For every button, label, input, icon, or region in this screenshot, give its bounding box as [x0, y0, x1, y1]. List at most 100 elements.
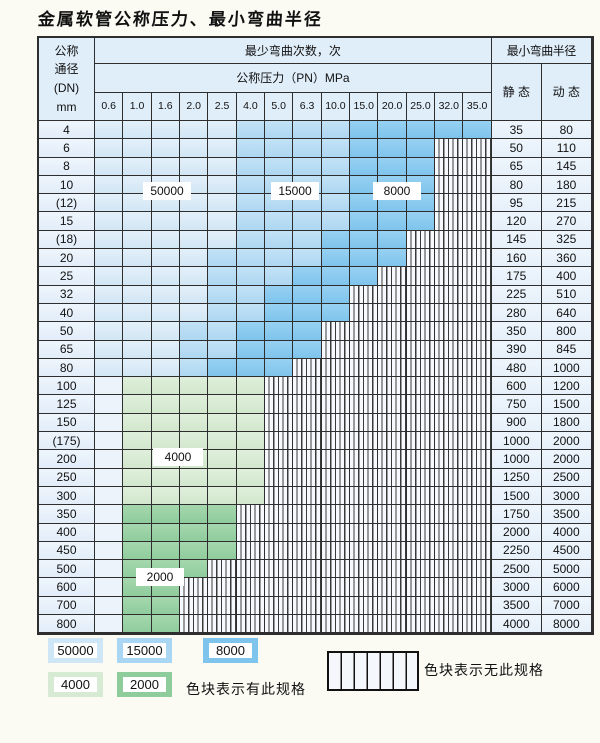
dynamic-radius-cell: 1800	[541, 413, 592, 433]
legend-no-spec-label: 色块表示无此规格	[424, 662, 544, 678]
legend-has-spec-label: 色块表示有此规格	[186, 681, 306, 697]
grid-cell	[151, 413, 181, 433]
grid-cell	[151, 615, 181, 634]
grid-cell	[463, 230, 492, 250]
grid-cell	[208, 194, 237, 213]
grid-cell	[321, 615, 351, 634]
grid-cell	[95, 139, 124, 158]
grid-cell	[180, 413, 209, 433]
dynamic-radius-cell: 2000	[541, 450, 592, 469]
static-radius-cell: 4000	[491, 615, 542, 634]
grid-cell	[208, 340, 237, 359]
dn-cell: 250	[39, 468, 95, 487]
grid-cell	[406, 340, 436, 359]
grid-cell	[265, 358, 294, 378]
grid-cell	[265, 285, 294, 304]
grid-cell	[435, 175, 464, 195]
dn-cell: 100	[39, 377, 95, 396]
dn-cell: 200	[39, 450, 95, 469]
grid-cell	[378, 578, 407, 597]
grid-cell	[265, 560, 294, 579]
header-pressure-value: 1.6	[151, 93, 181, 121]
dn-cell: 4	[39, 121, 95, 140]
grid-cell	[151, 523, 181, 542]
static-radius-cell: 900	[491, 413, 542, 433]
grid-cell	[265, 615, 294, 634]
grid-cell	[378, 285, 407, 304]
grid-cell	[293, 432, 322, 451]
grid-cell	[265, 432, 294, 451]
grid-cell	[293, 450, 322, 469]
grid-cell	[208, 249, 237, 268]
static-radius-cell: 600	[491, 377, 542, 396]
static-radius-cell: 2250	[491, 541, 542, 561]
static-radius-cell: 280	[491, 303, 542, 323]
grid-cell	[265, 212, 294, 231]
grid-cell	[265, 395, 294, 414]
grid-cell	[208, 541, 237, 561]
grid-cell	[208, 395, 237, 414]
grid-cell	[321, 303, 351, 323]
grid-cell	[151, 395, 181, 414]
header-pressure-value: 2.5	[208, 93, 237, 121]
grid-cell	[236, 285, 266, 304]
grid-cell	[378, 230, 407, 250]
grid-cell	[95, 212, 124, 231]
grid-cell	[123, 541, 152, 561]
grid-cell	[123, 615, 152, 634]
grid-cell	[406, 157, 436, 176]
grid-cell	[123, 121, 152, 140]
grid-cell	[350, 303, 379, 323]
dynamic-radius-cell: 360	[541, 249, 592, 268]
grid-cell	[180, 230, 209, 250]
grid-cell	[180, 578, 209, 597]
dynamic-radius-cell: 640	[541, 303, 592, 323]
grid-cell	[95, 303, 124, 323]
grid-cell	[463, 212, 492, 231]
grid-cell	[236, 432, 266, 451]
grid-cell	[350, 450, 379, 469]
grid-cell	[435, 230, 464, 250]
grid-cell	[321, 194, 351, 213]
grid-cell	[406, 432, 436, 451]
grid-cell	[321, 358, 351, 378]
legend-swatch-value: 4000	[54, 677, 97, 692]
grid-cell	[151, 596, 181, 616]
grid-cell	[463, 194, 492, 213]
grid-cell	[95, 157, 124, 176]
grid-cell	[151, 121, 181, 140]
grid-cell	[236, 615, 266, 634]
dynamic-radius-cell: 180	[541, 175, 592, 195]
grid-cell	[180, 560, 209, 579]
grid-cell	[180, 377, 209, 396]
grid-cell	[293, 285, 322, 304]
grid-cell	[321, 377, 351, 396]
grid-cell	[435, 340, 464, 359]
grid-cell	[435, 432, 464, 451]
grid-cell	[265, 340, 294, 359]
grid-cell	[350, 358, 379, 378]
grid-cell	[236, 175, 266, 195]
grid-cell	[378, 303, 407, 323]
dn-cell: 8	[39, 157, 95, 176]
grid-cell	[95, 578, 124, 597]
grid-cell	[151, 267, 181, 286]
grid-cell	[123, 413, 152, 433]
grid-cell	[180, 505, 209, 524]
grid-cell	[151, 340, 181, 359]
grid-cell	[350, 194, 379, 213]
grid-cell	[378, 377, 407, 396]
grid-cell	[151, 505, 181, 524]
grid-cell	[151, 486, 181, 506]
grid-cell	[463, 523, 492, 542]
header-bend-cycles: 最少弯曲次数，次	[95, 38, 492, 64]
dn-cell: 40	[39, 303, 95, 323]
grid-cell	[321, 432, 351, 451]
static-radius-cell: 175	[491, 267, 542, 286]
grid-cell	[406, 249, 436, 268]
grid-cell	[350, 560, 379, 579]
legend-swatch-15000: 15000	[117, 638, 172, 663]
grid-cell	[265, 596, 294, 616]
header-pressure-value: 6.3	[293, 93, 322, 121]
grid-cell	[236, 377, 266, 396]
